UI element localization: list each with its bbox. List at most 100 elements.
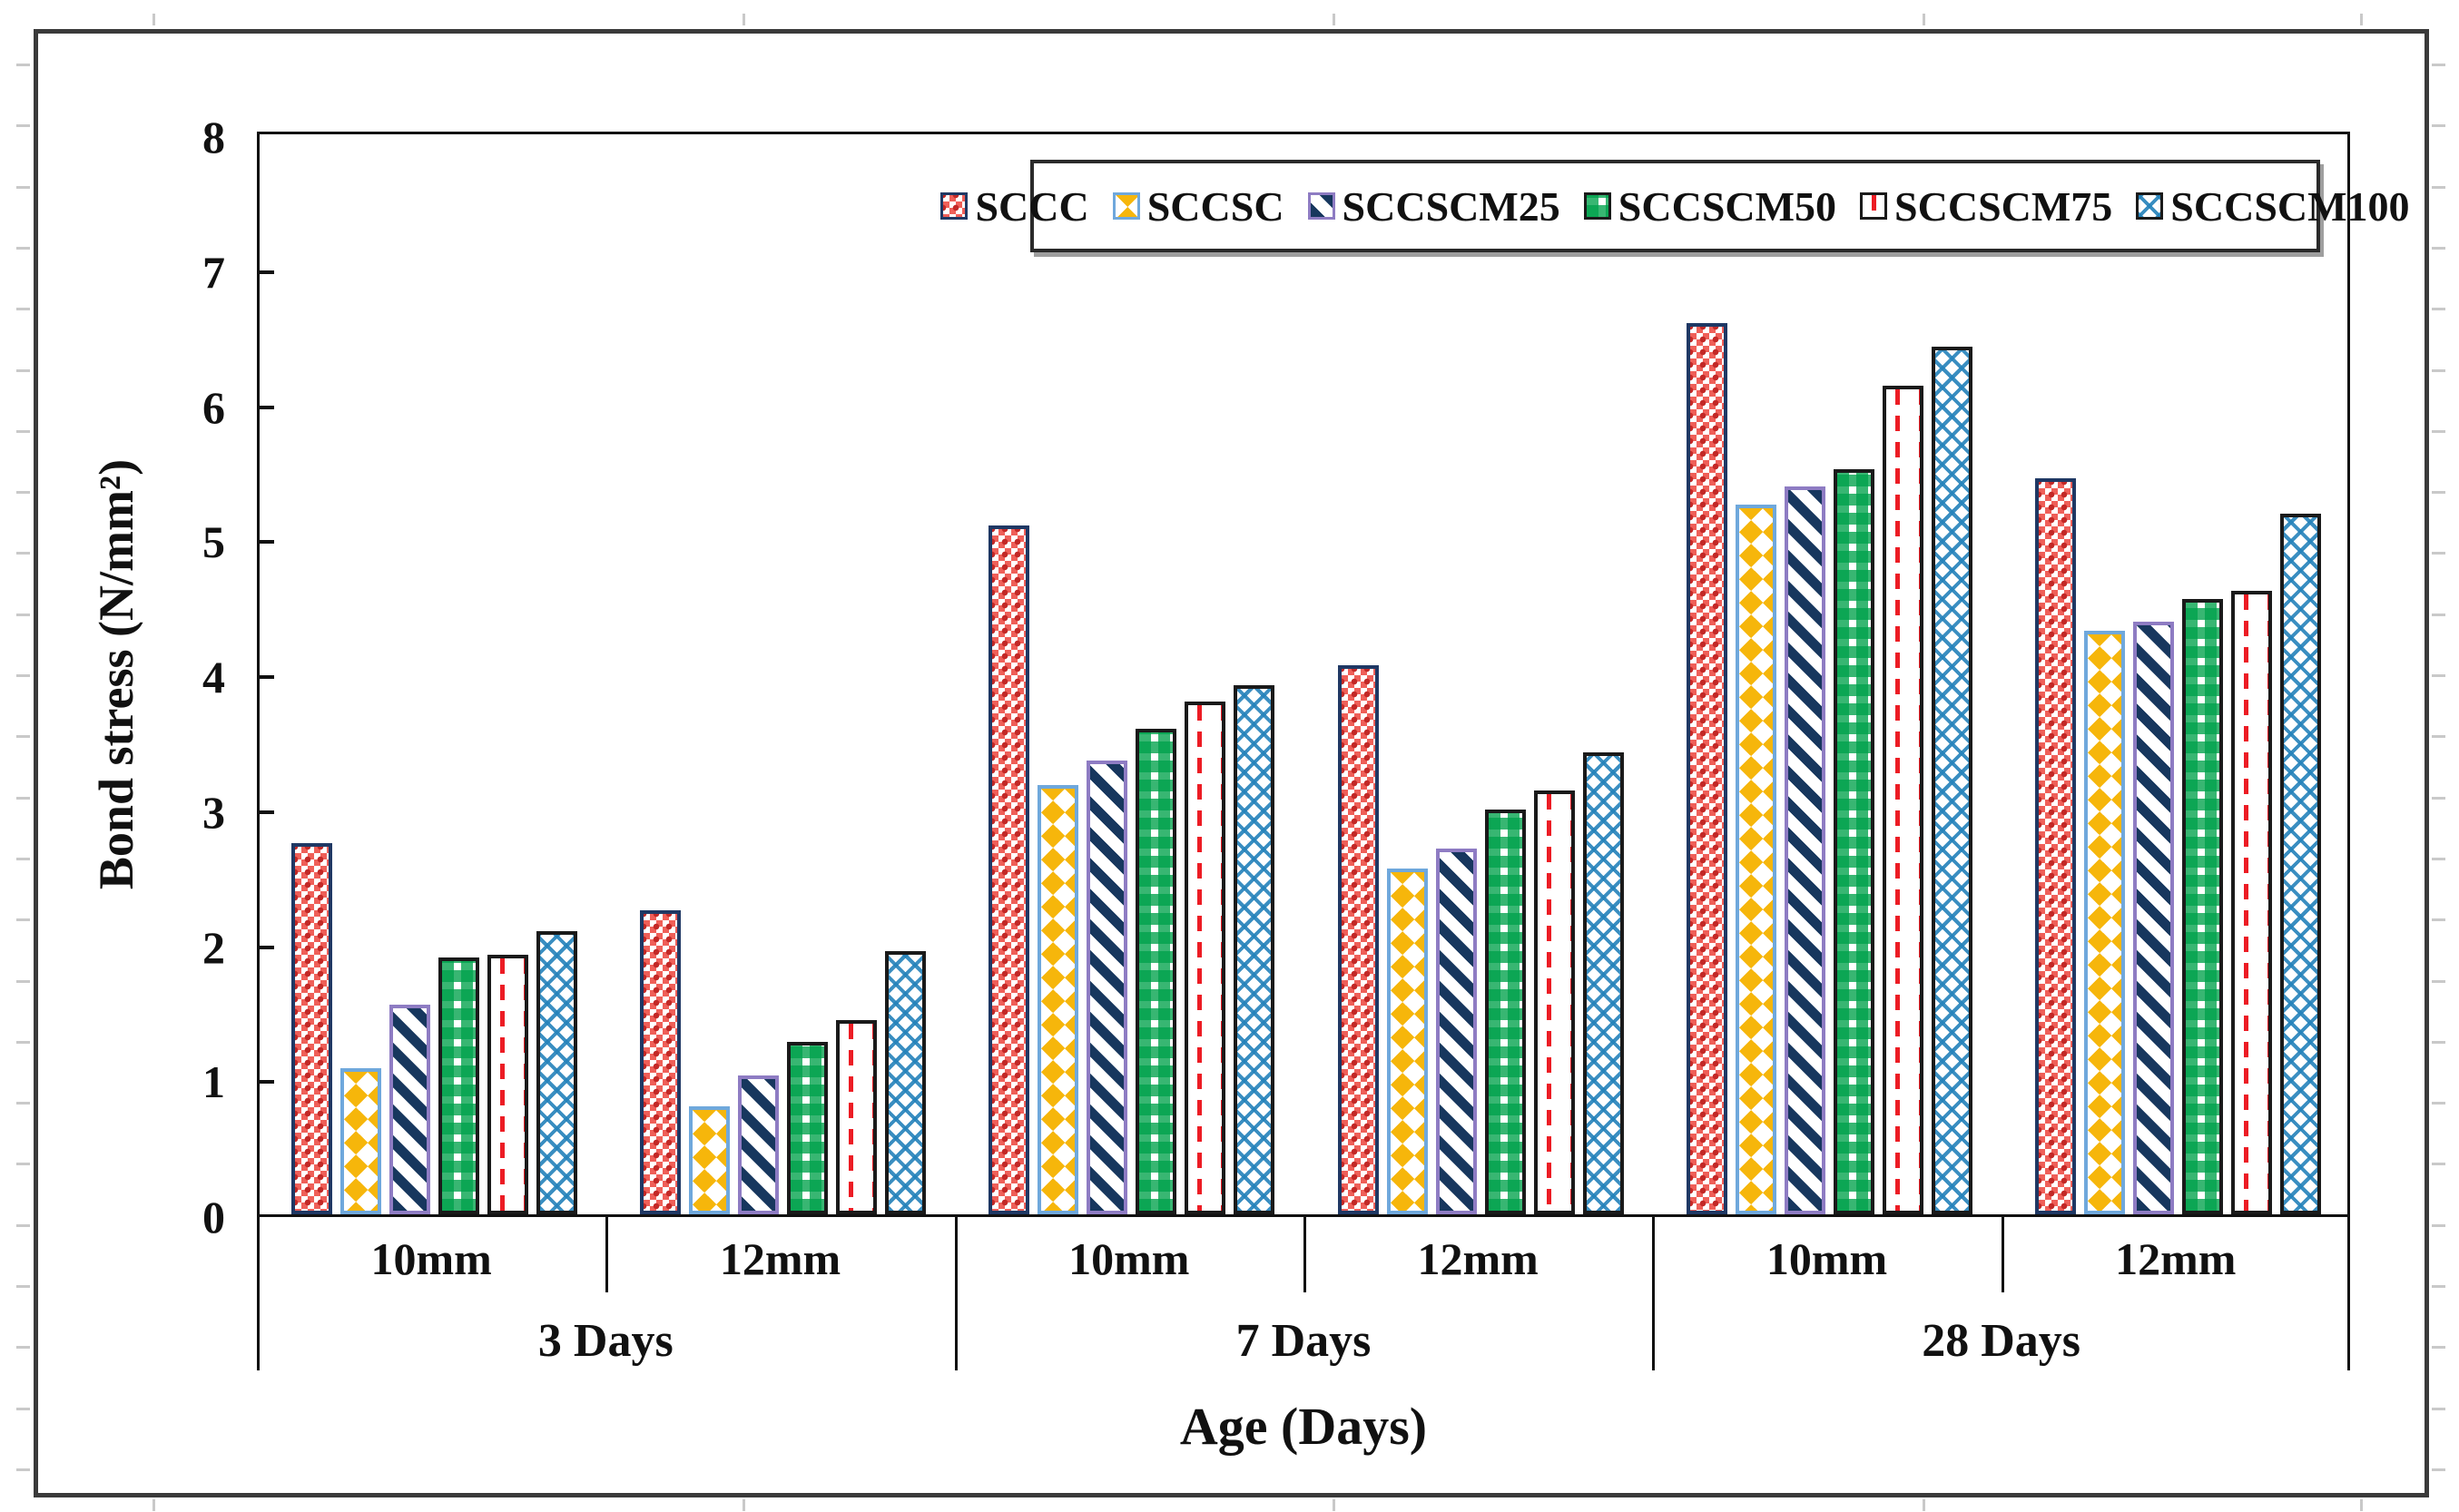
ruler-tick [16,918,30,922]
y-tick-mark [260,945,274,949]
x-axis-divider [605,1217,609,1292]
bar-cell-28days-12mm [2004,134,2353,1214]
ruler-tick [743,14,745,25]
ruler-tick [16,124,30,128]
x-subgroup-label: 12mm [2115,1233,2237,1284]
x-subgroup-label: 10mm [1766,1233,1888,1284]
ruler-tick [2432,552,2445,555]
ruler-tick [16,1468,30,1471]
y-tick-label: 6 [202,381,225,433]
x-axis-divider [2347,1217,2350,1370]
bar-cell-7days-10mm [958,134,1306,1214]
ruler-tick [2432,1468,2445,1471]
ruler-tick [16,491,30,495]
legend-item-SCCSC: SCCSC [1112,182,1284,231]
ruler-tick [16,1102,30,1105]
bar-SCCSC-3days-10mm [339,1068,381,1214]
legend-label: SCCC [975,182,1089,230]
bar-SCCSCM75-28days-12mm [2231,590,2273,1214]
y-tick-label: 8 [202,112,225,162]
ruler-tick [2432,1285,2445,1288]
x-axis-divider [257,1217,260,1370]
y-tick-mark [260,270,274,274]
ruler-tick [152,1499,155,1511]
y-tick-mark [260,1080,274,1085]
x-axis-title: Age (Days) [1179,1397,1428,1456]
bar-SCCSCM25-7days-12mm [1435,848,1477,1214]
ruler-tick [16,735,30,739]
bar-SCCSCM75-7days-10mm [1185,701,1226,1214]
ruler-tick [2432,1223,2445,1227]
ruler-tick [2360,14,2363,25]
y-tick-label: 5 [202,516,225,568]
ruler-tick [2432,796,2445,800]
ruler-tick [2432,735,2445,739]
bar-SCCC-3days-10mm [290,842,332,1214]
bar-SCCSC-28days-10mm [1735,504,1776,1214]
ruler-tick [16,1346,30,1350]
x-axis-divider [1652,1217,1656,1370]
bar-SCCSCM100-3days-12mm [884,950,926,1214]
bar-SCCSC-28days-12mm [2084,631,2126,1214]
ruler-tick [2432,1407,2445,1410]
ruler-tick [2432,857,2445,860]
ruler-tick [16,1223,30,1227]
bar-SCCSCM75-3days-10mm [487,955,528,1214]
x-axis-divider [1303,1217,1306,1292]
ruler-tick [2432,185,2445,189]
ruler-tick [2432,64,2445,66]
x-subgroup-label: 10mm [1068,1233,1190,1284]
ruler-tick [2432,429,2445,433]
ruler-tick [16,1163,30,1166]
bar-SCCSCM100-3days-10mm [536,930,577,1214]
ruler-tick [2432,491,2445,495]
legend-box: SCCC SCCSC SCCSCM25 SCCSCM50 SCCSCM75 SCCSCM1… [940,160,2410,252]
ruler-tick [2432,674,2445,677]
bar-SCCSCM25-28days-12mm [2133,622,2175,1214]
legend-swatch-yellow-diamond-icon [1112,192,1140,220]
ruler-tick [16,429,30,433]
legend-item-SCCC: SCCC [940,182,1089,231]
ruler-tick [2432,1102,2445,1105]
legend-label: SCCSCM100 [2170,182,2410,230]
y-tick-mark [260,405,274,409]
x-group-label: 7 Days [1235,1315,1372,1367]
y-tick-label: 4 [202,652,225,702]
x-group-label: 3 Days [537,1315,674,1367]
ruler-tick [16,613,30,616]
ruler-tick [743,1499,745,1511]
bar-cell-7days-12mm [1306,134,1655,1214]
legend-swatch-navy-stripe-icon [1307,192,1335,220]
x-subgroup-label: 10mm [370,1233,492,1284]
bar-SCCSCM25-3days-10mm [389,1005,430,1214]
ruler-tick [2432,1163,2445,1166]
legend-item-SCCSCM25: SCCSCM25 [1307,182,1560,231]
bar-SCCSCM25-3days-12mm [737,1075,779,1214]
ruler-tick [16,857,30,860]
ruler-tick [2432,1040,2445,1044]
bar-SCCC-28days-10mm [1686,323,1727,1214]
bar-cell-3days-10mm [260,134,608,1214]
ruler-tick [2432,979,2445,983]
ruler-tick [1333,14,1335,25]
y-tick-mark [260,540,274,545]
ruler-tick [16,979,30,983]
bar-SCCSCM50-3days-12mm [786,1041,828,1214]
ruler-tick [16,246,30,250]
legend-swatch-red-checker-icon [940,192,969,220]
bar-SCCSCM50-7days-12mm [1484,809,1526,1214]
legend-label: SCCSC [1146,182,1284,230]
ruler-tick [2432,918,2445,922]
y-tick-label: 1 [202,1056,225,1108]
legend-item-SCCSCM50: SCCSCM50 [1583,182,1836,231]
bar-SCCSCM100-7days-10mm [1234,684,1275,1214]
x-subgroup-label: 12mm [1417,1233,1539,1284]
bar-SCCSCM75-28days-10mm [1882,385,1923,1214]
bar-cell-28days-10mm [1655,134,2003,1214]
ruler-tick [16,368,30,372]
ruler-tick [2432,308,2445,311]
ruler-tick [1333,1499,1335,1511]
bar-SCCSCM50-7days-10mm [1136,728,1177,1214]
bar-SCCSCM50-28days-12mm [2182,598,2224,1214]
ruler-tick [16,552,30,555]
